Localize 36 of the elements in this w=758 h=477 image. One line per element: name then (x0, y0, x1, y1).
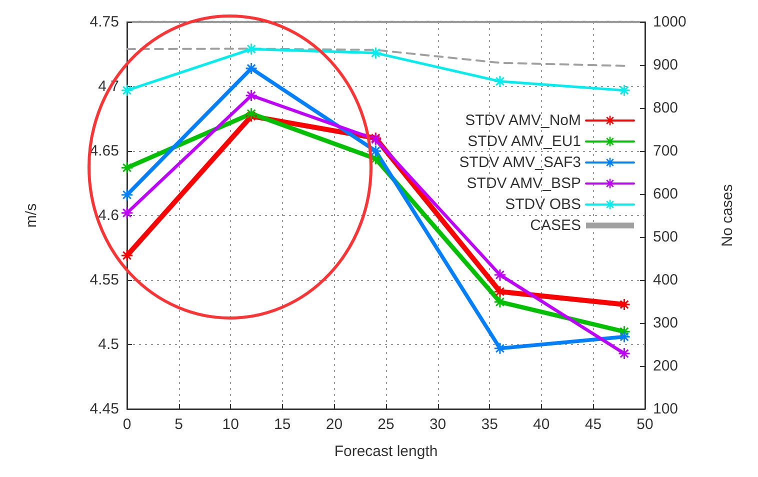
y2-tick-label: 100 (653, 400, 678, 418)
x-tick-label: 30 (429, 416, 446, 433)
x-axis-title: Forecast length (334, 443, 438, 460)
y2-tick-label: 200 (653, 358, 678, 374)
y2-tick-label: 800 (653, 100, 678, 116)
legend-label: CASES (530, 217, 581, 234)
y2-tick-label: 300 (653, 314, 678, 332)
x-tick-label: 15 (274, 416, 291, 433)
y-tick-label: 4.45 (90, 400, 119, 418)
y2-tick-label: 900 (653, 56, 678, 74)
y-axis-title: m/s (23, 203, 40, 228)
legend-label: STDV AMV_SAF3 (459, 154, 581, 171)
y2-tick-label: 500 (653, 228, 678, 246)
x-tick-label: 50 (636, 416, 654, 433)
x-tick-label: 40 (533, 416, 550, 433)
y-tick-label: 4.65 (90, 142, 119, 160)
y-tick-label: 4.75 (90, 14, 119, 30)
y2-axis-title: No cases (719, 184, 736, 247)
y2-tick-label: 700 (653, 142, 678, 160)
y2-tick-label: 600 (653, 186, 678, 202)
y-tick-label: 4.6 (98, 207, 119, 224)
y-tick-label: 4.55 (90, 272, 119, 288)
legend-label: STDV AMV_NoM (465, 112, 581, 129)
x-tick-label: 10 (222, 416, 239, 433)
x-tick-label: 5 (174, 416, 183, 433)
x-tick-label: 0 (122, 416, 132, 433)
x-tick-label: 20 (326, 416, 343, 433)
legend-label: STDV OBS (505, 196, 581, 213)
x-tick-label: 45 (584, 416, 602, 433)
x-tick-label: 35 (481, 416, 498, 433)
x-tick-label: 25 (378, 416, 394, 433)
legend-label: STDV AMV_BSP (466, 175, 581, 192)
y2-tick-label: 400 (653, 272, 678, 288)
y-tick-label: 4.5 (98, 336, 119, 353)
legend-label: STDV AMV_EU1 (468, 133, 581, 150)
y2-tick-label: 1000 (653, 14, 686, 30)
